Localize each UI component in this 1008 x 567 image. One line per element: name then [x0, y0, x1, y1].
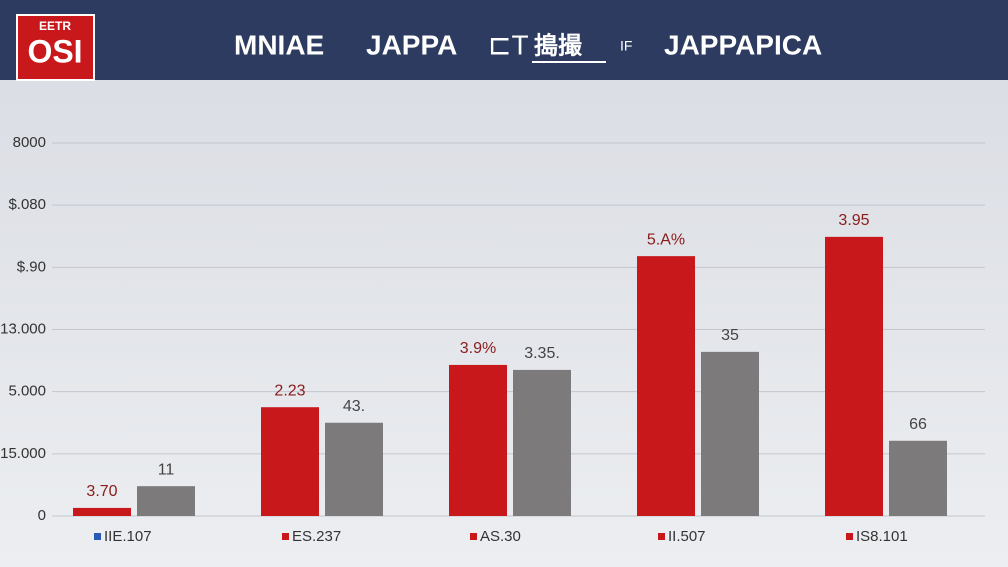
- title-part: 搗撮: [534, 31, 583, 59]
- bar-annotation: 43.: [343, 398, 365, 415]
- y-tick-label: $.080: [8, 196, 46, 213]
- bar: [637, 256, 695, 516]
- x-tick-label: ES.237: [292, 528, 341, 545]
- logo-text: OSI: [27, 33, 82, 69]
- bar-annotation: 11: [158, 461, 175, 478]
- bar: [261, 407, 319, 516]
- category-marker: [658, 533, 665, 540]
- bar-annotation: 5.A%: [647, 231, 685, 248]
- bar-annotation: 2.23: [274, 382, 305, 399]
- header-bar: [0, 0, 1008, 80]
- bar: [137, 486, 195, 516]
- bar-annotation: 3.70: [86, 483, 117, 500]
- y-tick-label: $.90: [17, 258, 46, 275]
- y-tick-label: 5.000: [8, 383, 46, 400]
- bar: [889, 440, 947, 516]
- title-part: ⊏T: [488, 29, 529, 60]
- bar-annotation: 66: [909, 416, 927, 433]
- bar: [513, 369, 571, 516]
- y-tick-label: 0: [38, 507, 46, 524]
- category-marker: [94, 533, 101, 540]
- bar-annotation: 3.9%: [460, 340, 496, 357]
- bar-annotation: 35: [721, 327, 739, 344]
- bar: [325, 422, 383, 516]
- bar-annotation: 3.95: [838, 212, 869, 229]
- bar: [825, 236, 883, 516]
- y-tick-label: 13.000: [0, 320, 46, 337]
- title-part: JAPPAPICA: [664, 29, 822, 60]
- bar-annotation: 3.35.: [524, 345, 560, 362]
- category-marker: [470, 533, 477, 540]
- x-tick-label: AS.30: [480, 528, 521, 545]
- x-tick-label: II.507: [668, 528, 706, 545]
- bar: [701, 351, 759, 516]
- y-tick-label: 8000: [13, 134, 46, 151]
- bar: [73, 507, 131, 516]
- x-tick-label: IIE.107: [104, 528, 152, 545]
- title-part: JAPPA: [366, 29, 457, 60]
- title-part: IF: [620, 38, 632, 54]
- logo-text: EETR: [39, 19, 71, 33]
- title-part: MNIAE: [234, 29, 324, 60]
- category-marker: [282, 533, 289, 540]
- bar: [449, 364, 507, 516]
- logo: [16, 14, 95, 81]
- x-tick-label: IS8.101: [856, 528, 908, 545]
- y-tick-label: 15.000: [0, 445, 46, 462]
- category-marker: [846, 533, 853, 540]
